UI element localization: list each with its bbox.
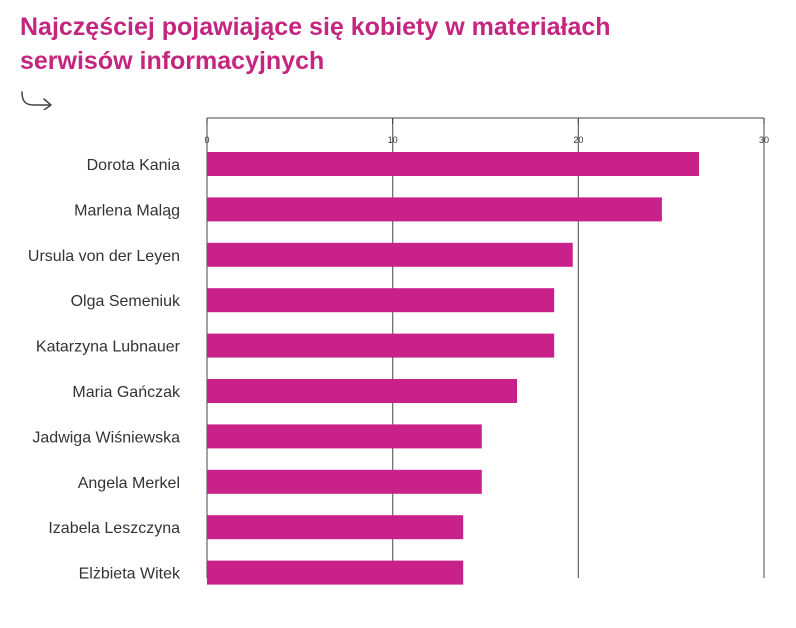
bar xyxy=(207,424,482,449)
bar xyxy=(207,288,555,313)
x-tick-label: 0 xyxy=(204,135,209,145)
category-label: Jadwiga Wiśniewska xyxy=(32,429,180,446)
bar xyxy=(207,197,662,222)
category-label: Ursula von der Leyen xyxy=(28,248,180,265)
bars xyxy=(207,152,700,585)
x-tick-label: 20 xyxy=(573,135,583,145)
category-label: Elżbieta Witek xyxy=(79,566,181,583)
bar xyxy=(207,152,700,176)
bar xyxy=(207,379,518,403)
category-labels: Dorota Kania Marlena Maląg Ursula von der … xyxy=(28,157,181,583)
category-label: Maria Gańczak xyxy=(72,384,181,401)
category-label: Katarzyna Lubnauer xyxy=(36,339,181,356)
x-tick-label: 30 xyxy=(759,135,769,145)
bar xyxy=(207,560,464,585)
share-arrow-icon[interactable] xyxy=(20,90,54,110)
category-label: Marlena Maląg xyxy=(74,202,180,219)
chart-title: Najczęściej pojawiające się kobiety w ma… xyxy=(20,10,780,78)
chart-title-line-2: serwisów informacyjnych xyxy=(20,47,325,75)
bar xyxy=(207,242,573,267)
category-label: Angela Merkel xyxy=(78,475,180,492)
bar xyxy=(207,333,555,358)
category-label: Olga Semeniuk xyxy=(71,293,181,310)
x-tick-label: 10 xyxy=(388,135,398,145)
category-label: Dorota Kania xyxy=(87,157,180,174)
bar xyxy=(207,515,464,540)
x-axis: 0 10 20 30 xyxy=(204,117,769,145)
category-label: Izabela Leszczyna xyxy=(48,520,180,537)
bar xyxy=(207,469,482,494)
chart-title-line-1: Najczęściej pojawiające się kobiety w ma… xyxy=(20,13,611,41)
